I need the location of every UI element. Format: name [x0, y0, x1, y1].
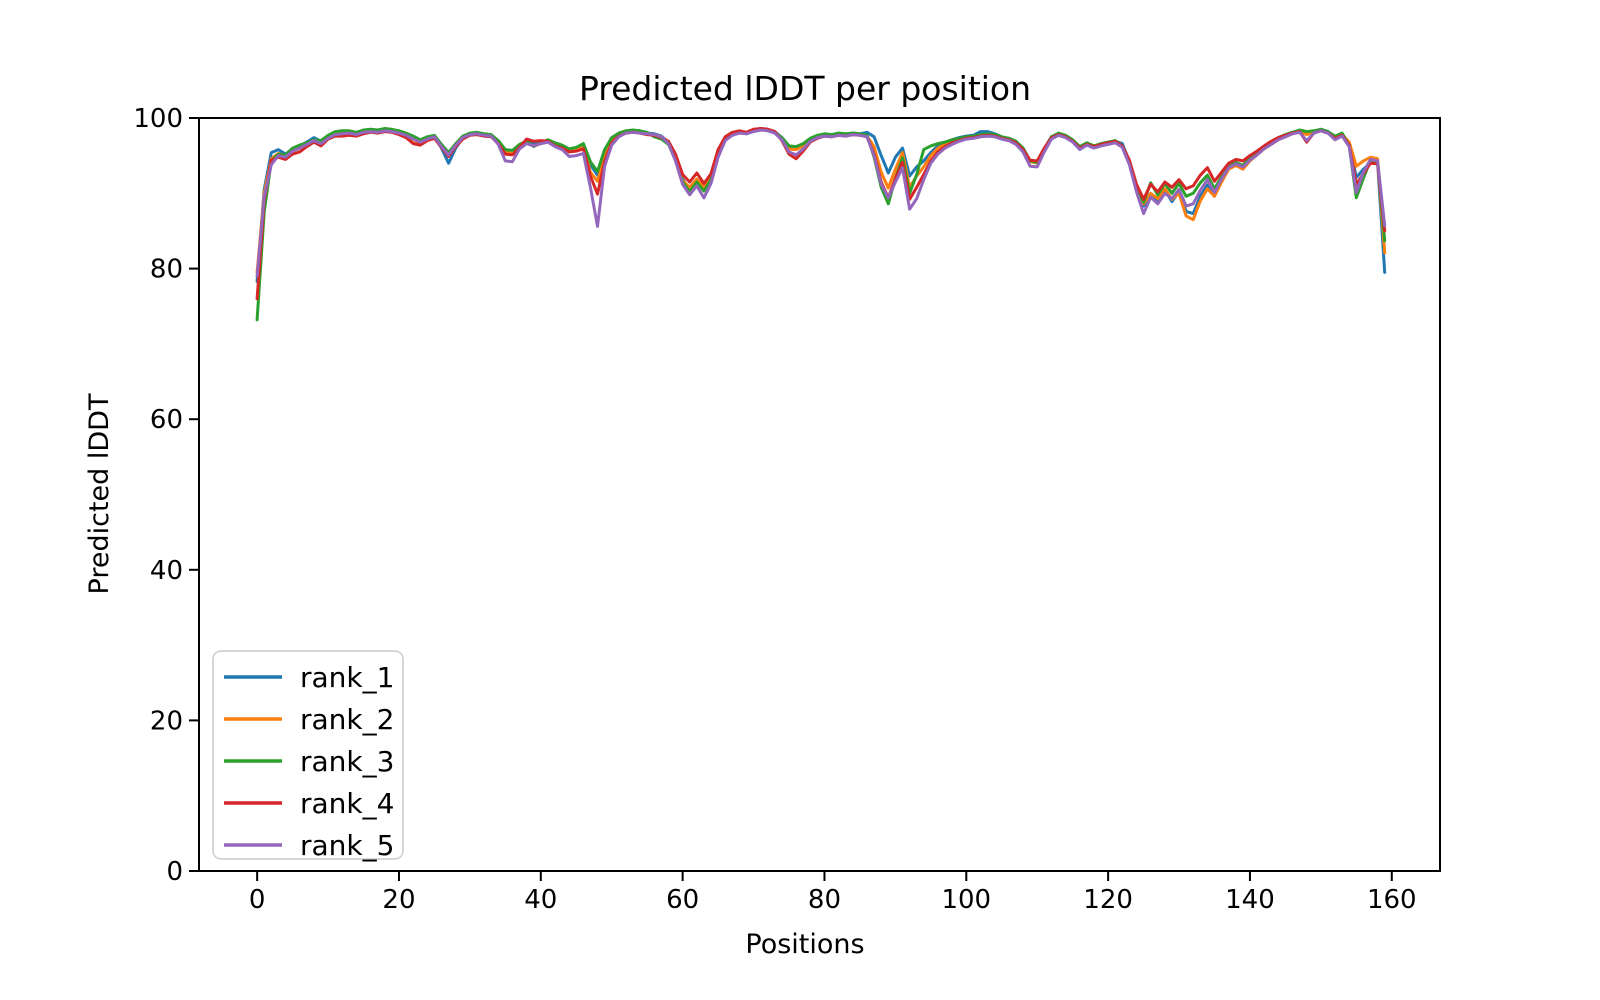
- legend-label-rank_1: rank_1: [300, 661, 394, 694]
- y-axis-ticks: 0 20 40 60 80 100: [133, 104, 199, 887]
- y-tick-label: 100: [133, 104, 183, 134]
- legend-label-rank_5: rank_5: [300, 829, 394, 862]
- legend-label-rank_3: rank_3: [300, 745, 394, 778]
- legend-label-rank_2: rank_2: [300, 703, 394, 736]
- y-tick-label: 80: [150, 255, 183, 285]
- plot-area: [198, 117, 1441, 872]
- x-axis-label: Positions: [745, 929, 864, 960]
- y-tick-label: 20: [150, 706, 183, 736]
- series-line-rank_5: [255, 128, 1387, 278]
- series-line-rank_3: [255, 127, 1387, 322]
- x-tick-label: 60: [666, 885, 699, 915]
- x-tick-label: 20: [382, 885, 415, 915]
- x-axis-ticks: 0 20 40 60 80 100 120 140 160: [249, 871, 1417, 915]
- y-tick-label: 60: [150, 405, 183, 435]
- series-line-rank_2: [255, 127, 1387, 274]
- y-tick-label: 0: [166, 857, 183, 887]
- legend: rank_1 rank_2 rank_3 rank_4 rank_5: [212, 650, 404, 862]
- legend-box: [212, 650, 404, 860]
- legend-entries: rank_1 rank_2 rank_3 rank_4 rank_5: [224, 661, 394, 862]
- series-lines: [255, 127, 1387, 322]
- x-tick-label: 140: [1225, 885, 1275, 915]
- y-tick-label: 40: [150, 556, 183, 586]
- x-tick-label: 100: [941, 885, 991, 915]
- x-tick-label: 0: [249, 885, 266, 915]
- series-line-rank_1: [255, 127, 1387, 283]
- chart-title: Predicted lDDT per position: [579, 69, 1031, 108]
- x-tick-label: 40: [524, 885, 557, 915]
- legend-label-rank_4: rank_4: [300, 787, 394, 820]
- x-tick-label: 160: [1367, 885, 1417, 915]
- series-line-rank_4: [255, 127, 1387, 301]
- y-axis-label: Predicted lDDT: [84, 393, 115, 594]
- x-tick-label: 80: [808, 885, 841, 915]
- x-tick-label: 120: [1083, 885, 1133, 915]
